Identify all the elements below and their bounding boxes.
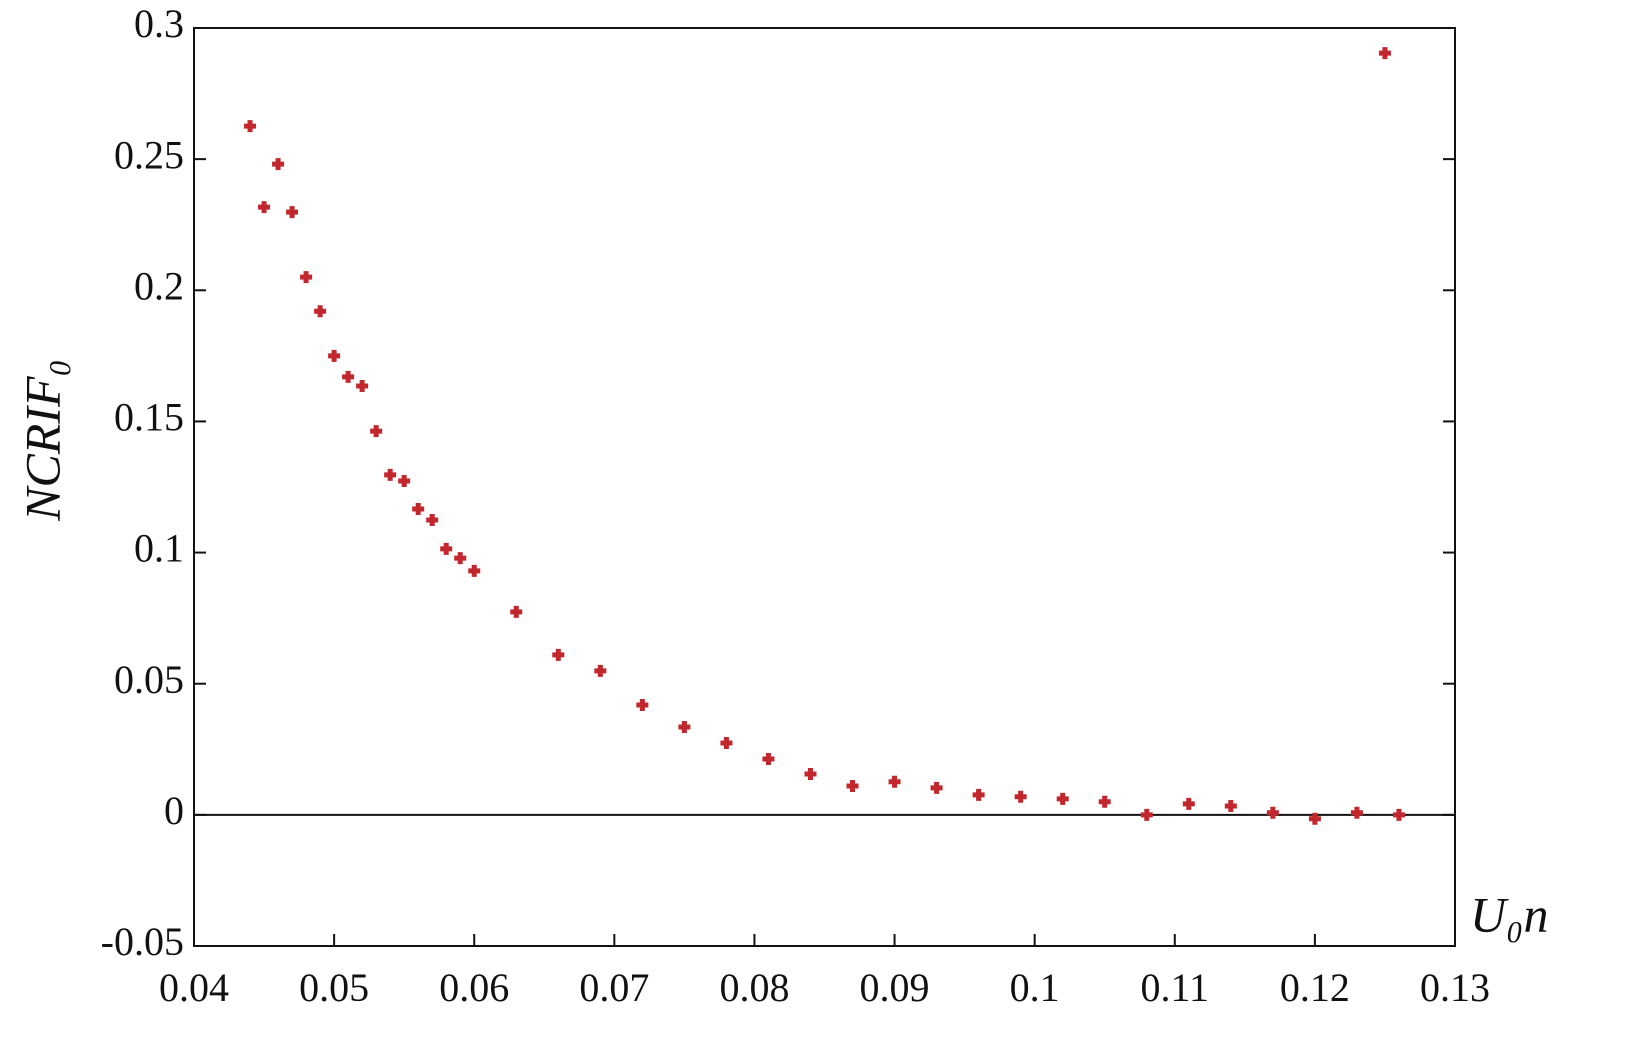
point <box>440 542 453 555</box>
point <box>594 664 607 677</box>
x-tick-label: 0.05 <box>299 965 369 1010</box>
y-tick-label: 0.05 <box>114 657 184 702</box>
point <box>1224 799 1237 812</box>
point <box>930 781 943 794</box>
x-axis-label: U₀n <box>1470 886 1549 942</box>
point <box>552 648 565 661</box>
point <box>888 775 901 788</box>
x-tick-label: 0.1 <box>1010 965 1060 1010</box>
point <box>272 158 285 171</box>
point <box>1378 47 1391 60</box>
point <box>1392 808 1405 821</box>
point <box>342 370 355 383</box>
y-tick-label: 0.1 <box>134 526 184 571</box>
point <box>972 788 985 801</box>
y-tick-label: 0.2 <box>134 263 184 308</box>
y-axis-label: NCRIF₀ <box>14 359 70 522</box>
point <box>1140 808 1153 821</box>
point <box>398 474 411 487</box>
y-tick-label: 0.25 <box>114 132 184 177</box>
y-tick-label: 0.15 <box>114 395 184 440</box>
x-tick-label: 0.04 <box>159 965 229 1010</box>
point <box>244 120 257 133</box>
plot-frame <box>193 27 1456 947</box>
point <box>412 503 425 516</box>
x-tick-label: 0.07 <box>579 965 649 1010</box>
point <box>300 271 313 284</box>
point <box>426 514 439 527</box>
point <box>1098 795 1111 808</box>
point <box>1350 806 1363 819</box>
point <box>636 698 649 711</box>
x-tick-label: 0.08 <box>719 965 789 1010</box>
x-tick-label: 0.13 <box>1420 965 1490 1010</box>
point <box>720 736 733 749</box>
point <box>356 380 369 393</box>
point <box>314 305 327 318</box>
point <box>1266 806 1279 819</box>
point <box>678 720 691 733</box>
point <box>1308 812 1321 825</box>
x-tick-label: 0.06 <box>439 965 509 1010</box>
point <box>762 752 775 765</box>
x-tick-label: 0.11 <box>1141 965 1210 1010</box>
point <box>454 552 467 565</box>
point <box>1056 792 1069 805</box>
y-tick-label: 0.3 <box>134 1 184 46</box>
point <box>1014 790 1027 803</box>
point <box>328 349 341 362</box>
point <box>286 206 299 219</box>
y-tick-label: -0.05 <box>101 919 184 964</box>
y-tick-label: 0 <box>164 788 184 833</box>
point <box>804 767 817 780</box>
point <box>258 201 271 214</box>
point <box>510 605 523 618</box>
x-tick-label: 0.09 <box>860 965 930 1010</box>
x-tick-label: 0.12 <box>1280 965 1350 1010</box>
point <box>846 780 859 793</box>
point <box>384 468 397 481</box>
point <box>468 564 481 577</box>
point <box>370 425 383 438</box>
point <box>1182 797 1195 810</box>
